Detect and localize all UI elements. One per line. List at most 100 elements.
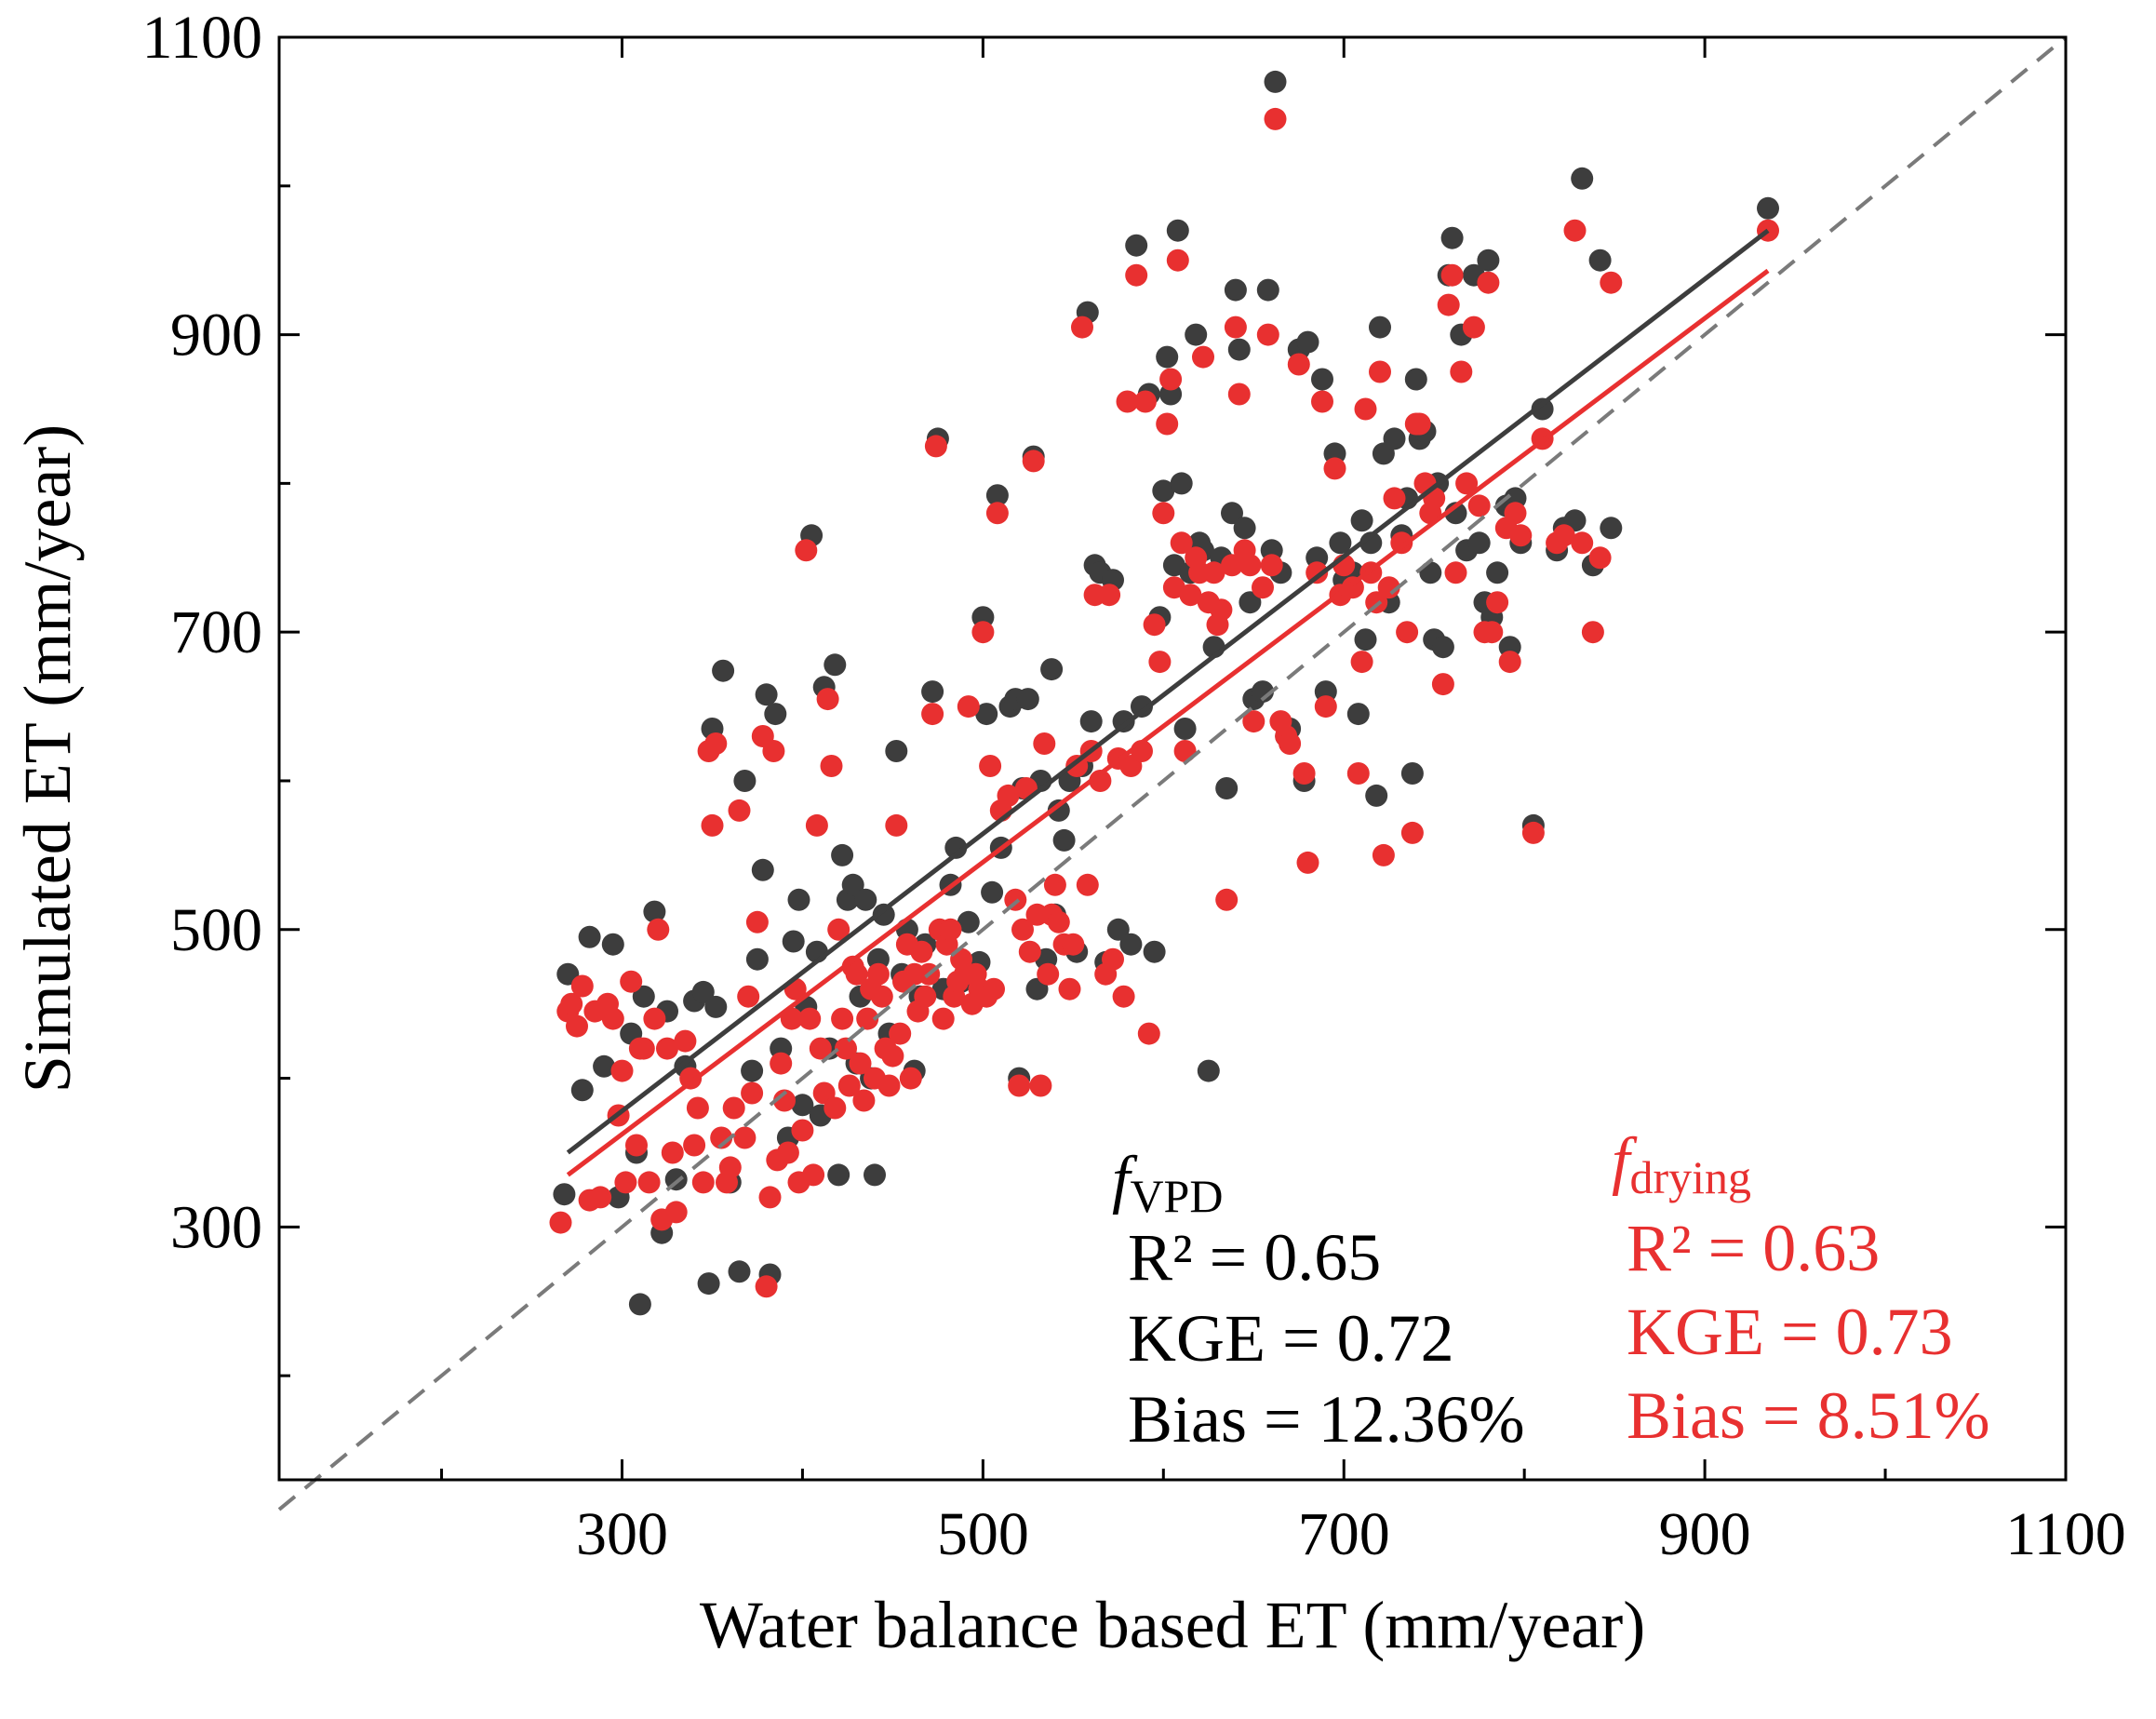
point-series-2-178 bbox=[1311, 390, 1333, 413]
point-series-2-1 bbox=[549, 1211, 572, 1234]
point-series-2-217 bbox=[1521, 821, 1545, 844]
point-series-2-195 bbox=[1400, 821, 1424, 844]
series-1-stat-bias: Bias = 12.36% bbox=[1128, 1382, 1525, 1457]
point-series-2-204 bbox=[1444, 561, 1467, 584]
point-series-1-72 bbox=[975, 703, 998, 726]
point-series-2-86 bbox=[910, 940, 933, 963]
point-series-1-149 bbox=[1369, 316, 1391, 339]
point-series-1-141 bbox=[1329, 531, 1352, 555]
point-series-2-83 bbox=[899, 1067, 922, 1090]
point-series-1-123 bbox=[1227, 338, 1251, 361]
point-series-2-180 bbox=[1323, 457, 1346, 480]
point-series-2-35 bbox=[718, 1156, 742, 1179]
point-series-2-115 bbox=[1022, 450, 1045, 473]
point-series-2-206 bbox=[1455, 472, 1479, 495]
point-series-2-114 bbox=[1018, 940, 1041, 963]
point-series-1-1 bbox=[553, 1183, 576, 1206]
point-series-2-190 bbox=[1372, 843, 1395, 866]
point-series-2-48 bbox=[773, 1089, 796, 1112]
point-series-2-170 bbox=[1264, 107, 1287, 130]
point-series-1-185 bbox=[1588, 248, 1612, 272]
point-series-1-183 bbox=[1571, 167, 1594, 190]
point-series-2-221 bbox=[1563, 219, 1587, 242]
point-series-2-99 bbox=[957, 695, 980, 718]
point-series-1-186 bbox=[1600, 517, 1623, 540]
point-series-2-165 bbox=[1239, 554, 1262, 577]
point-series-2-14 bbox=[620, 970, 643, 993]
point-series-2-161 bbox=[1221, 554, 1243, 577]
point-series-1-110 bbox=[1166, 219, 1189, 242]
point-series-1-125 bbox=[1239, 591, 1262, 614]
point-series-2-74 bbox=[866, 962, 890, 986]
point-series-2-80 bbox=[889, 1022, 912, 1045]
point-series-1-3 bbox=[570, 1079, 594, 1102]
y-tick-label-500: 500 bbox=[170, 896, 262, 964]
point-series-2-24 bbox=[664, 1201, 688, 1224]
point-series-2-18 bbox=[637, 1171, 661, 1194]
point-series-2-214 bbox=[1498, 651, 1521, 674]
point-series-1-56 bbox=[885, 740, 908, 762]
point-series-1-111 bbox=[1170, 472, 1193, 495]
point-series-2-5 bbox=[570, 974, 594, 998]
point-series-1-12 bbox=[643, 900, 666, 923]
point-series-2-166 bbox=[1242, 710, 1265, 733]
point-series-2-55 bbox=[798, 1007, 822, 1030]
point-series-2-66 bbox=[837, 1074, 861, 1097]
point-series-1-130 bbox=[1264, 70, 1287, 93]
point-series-1-80 bbox=[1016, 688, 1039, 711]
point-series-2-137 bbox=[1116, 390, 1139, 413]
point-series-2-60 bbox=[816, 688, 839, 711]
point-series-1-50 bbox=[854, 888, 877, 911]
point-series-1-54 bbox=[872, 903, 895, 926]
point-series-1-18 bbox=[691, 980, 715, 1003]
point-series-2-134 bbox=[1102, 947, 1124, 971]
point-series-1-66 bbox=[944, 836, 968, 859]
point-series-2-152 bbox=[1179, 584, 1202, 607]
point-series-2-216 bbox=[1509, 524, 1533, 547]
point-series-2-103 bbox=[971, 621, 995, 644]
point-series-1-138 bbox=[1311, 368, 1333, 391]
point-series-2-202 bbox=[1437, 293, 1460, 316]
point-series-1-128 bbox=[1256, 278, 1279, 302]
point-series-1-5 bbox=[593, 1054, 616, 1078]
point-series-1-114 bbox=[1185, 323, 1208, 346]
point-series-2-126 bbox=[1065, 755, 1089, 777]
point-series-2-44 bbox=[758, 1186, 782, 1209]
point-series-2-112 bbox=[1011, 918, 1034, 941]
point-series-2-186 bbox=[1354, 397, 1377, 421]
point-series-2-25 bbox=[674, 1029, 697, 1053]
point-series-2-54 bbox=[795, 539, 818, 562]
point-series-2-57 bbox=[805, 813, 828, 837]
point-series-2-39 bbox=[737, 985, 760, 1008]
point-series-2-70 bbox=[852, 1089, 876, 1112]
point-series-2-174 bbox=[1287, 353, 1310, 376]
x-axis-title: Water balance based ET (mm/year) bbox=[700, 1588, 1645, 1662]
y-axis-title: Simulated ET (mm/year) bbox=[10, 424, 85, 1094]
point-series-1-164 bbox=[1440, 226, 1464, 249]
point-series-2-207 bbox=[1462, 316, 1485, 339]
point-series-2-160 bbox=[1215, 888, 1239, 911]
point-series-1-11 bbox=[632, 985, 655, 1008]
y-tick-label-300: 300 bbox=[170, 1193, 262, 1261]
point-series-2-41 bbox=[745, 910, 769, 933]
fit-line-series-1 bbox=[566, 228, 1770, 1155]
point-series-2-23 bbox=[661, 1141, 684, 1164]
point-series-2-68 bbox=[845, 962, 868, 986]
point-series-2-191 bbox=[1377, 576, 1400, 599]
point-series-1-122 bbox=[1224, 278, 1247, 302]
point-series-1-101 bbox=[1125, 234, 1148, 257]
point-series-2-136 bbox=[1112, 985, 1135, 1008]
x-tick-label-700: 700 bbox=[1298, 1500, 1390, 1568]
point-series-1-47 bbox=[841, 873, 864, 896]
point-series-2-78 bbox=[881, 1044, 904, 1068]
point-series-1-155 bbox=[1400, 762, 1424, 785]
point-series-1-124 bbox=[1233, 517, 1256, 540]
point-series-1-45 bbox=[831, 843, 854, 866]
point-series-1-43 bbox=[824, 653, 847, 677]
point-series-2-4 bbox=[566, 1014, 588, 1038]
point-series-2-194 bbox=[1396, 621, 1419, 644]
point-series-2-111 bbox=[1008, 1074, 1031, 1097]
one-to-one-line bbox=[277, 35, 2068, 1511]
